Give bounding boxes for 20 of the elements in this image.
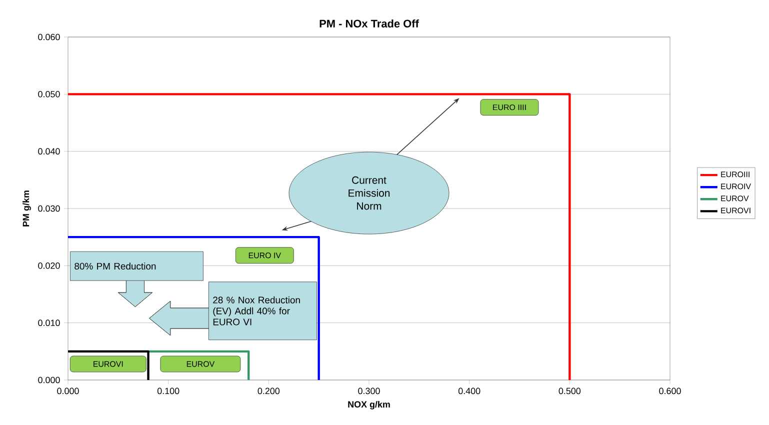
y-tick-label: 0.050 (38, 90, 60, 98)
y-axis-title: PM g/km (22, 190, 31, 226)
x-tick-label: 0.100 (157, 388, 180, 394)
y-tick-label: 0.040 (38, 148, 60, 155)
annotation: 28 % Nox Reduction (EV) Addl 40% for EURO VI (213, 296, 300, 326)
x-tick-label: 0.200 (258, 388, 280, 394)
y-tick-label: 0.030 (38, 205, 60, 212)
chart-title: PM - NOx Trade Off (320, 19, 419, 28)
x-tick-label: 0.400 (458, 388, 480, 394)
y-tick-label: 0.010 (38, 320, 60, 326)
y-tick-label: 0.060 (38, 34, 60, 40)
y-tick-label: 0.000 (38, 376, 60, 384)
annotation: 80% PM Reduction (74, 262, 156, 270)
y-tick-label: 0.020 (38, 262, 60, 269)
annotation: Current Emission Norm (348, 176, 390, 210)
x-axis-title: NOX g/km (348, 400, 390, 410)
x-tick-label: 0.600 (659, 388, 681, 394)
x-tick-label: 0.300 (358, 388, 380, 394)
x-tick-label: 0.000 (57, 388, 79, 394)
x-tick-label: 0.500 (558, 388, 581, 394)
